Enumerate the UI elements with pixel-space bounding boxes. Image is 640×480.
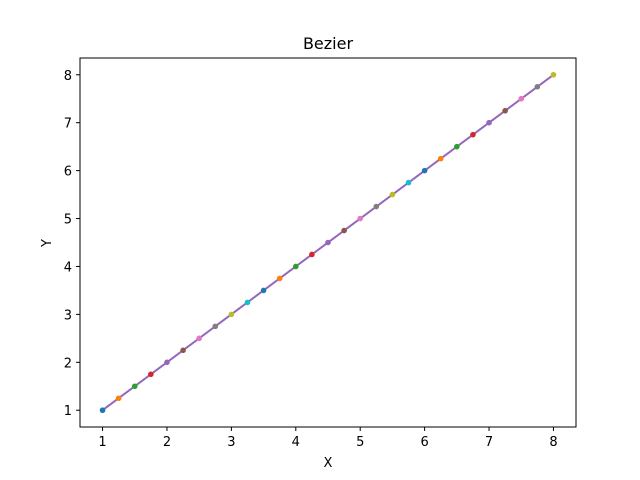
data-point <box>389 191 396 198</box>
data-point <box>164 359 170 366</box>
y-tick-label: 2 <box>64 356 72 371</box>
x-tick-label: 5 <box>356 435 364 450</box>
y-axis-label: Y <box>40 239 55 248</box>
data-point <box>341 227 347 234</box>
data-point <box>437 155 444 162</box>
x-tick-label: 1 <box>98 435 106 450</box>
y-tick-label: 4 <box>64 260 72 275</box>
y-tick-label: 5 <box>64 213 72 228</box>
data-point <box>292 263 299 270</box>
data-point <box>309 251 315 258</box>
data-point <box>550 71 557 78</box>
x-tick-label: 8 <box>549 435 557 450</box>
data-point <box>357 215 364 222</box>
data-point <box>421 167 428 174</box>
data-point <box>325 239 331 246</box>
y-tick-label: 3 <box>64 308 72 323</box>
data-point <box>212 323 219 330</box>
y-tick-label: 8 <box>64 69 72 84</box>
x-tick-label: 7 <box>485 435 493 450</box>
x-tick-label: 2 <box>163 435 171 450</box>
data-point <box>518 95 525 102</box>
data-point <box>244 299 251 306</box>
data-point <box>502 107 508 114</box>
data-point <box>196 335 202 342</box>
x-tick-label: 4 <box>292 435 300 450</box>
data-point <box>276 275 283 282</box>
data-point <box>373 203 380 210</box>
data-point <box>470 131 476 138</box>
data-point <box>131 383 138 390</box>
x-tick-label: 6 <box>420 435 428 450</box>
data-point <box>228 311 235 318</box>
data-point <box>115 395 122 402</box>
y-axis-ticks: 1 2 3 4 5 6 7 8 <box>64 69 80 419</box>
y-tick-label: 7 <box>64 117 72 132</box>
x-tick-label: 3 <box>227 435 235 450</box>
chart-title: Bezier <box>303 34 354 53</box>
x-axis-ticks: 1 2 3 4 5 6 7 8 <box>98 427 558 450</box>
plot-area <box>99 71 557 414</box>
data-point <box>534 83 541 90</box>
data-point <box>260 287 267 294</box>
y-tick-label: 6 <box>64 165 72 180</box>
data-point <box>454 143 460 150</box>
data-point <box>99 407 106 414</box>
x-axis-label: X <box>324 456 333 471</box>
data-point <box>180 347 186 354</box>
y-tick-label: 1 <box>64 404 72 419</box>
data-point <box>405 179 412 186</box>
axes-frame <box>79 57 577 428</box>
data-point <box>486 119 492 126</box>
data-point <box>148 371 154 378</box>
